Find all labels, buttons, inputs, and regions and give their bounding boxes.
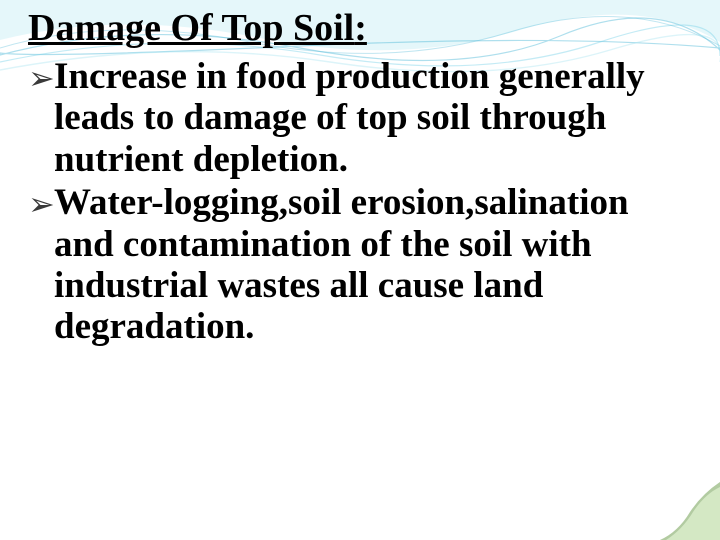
bullet-item: ➢ Increase in food production generally … — [28, 56, 692, 180]
bullet-text: Water-logging,soil erosion,salination an… — [54, 182, 692, 348]
slide-content: Damage Of Top Soil: ➢ Increase in food p… — [0, 0, 720, 540]
bullet-item: ➢ Water-logging,soil erosion,salination … — [28, 182, 692, 348]
title-colon: : — [354, 7, 367, 49]
title-text: Damage Of Top Soil — [28, 7, 354, 49]
slide-title: Damage Of Top Soil: — [28, 8, 692, 50]
bullet-marker-icon: ➢ — [28, 182, 54, 223]
bullet-marker-icon: ➢ — [28, 56, 54, 97]
page-curl-decoration — [660, 482, 720, 540]
bullet-text: Increase in food production generally le… — [54, 56, 692, 180]
